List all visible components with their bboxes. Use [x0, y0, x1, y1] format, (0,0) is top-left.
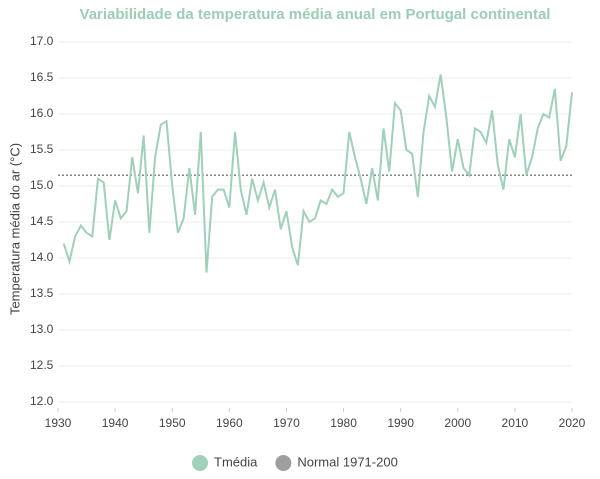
x-tick-label: 1960	[216, 416, 243, 430]
x-tick-label: 1930	[45, 416, 72, 430]
y-tick-label: 15.0	[30, 178, 54, 192]
legend-label: Tmédia	[214, 454, 258, 469]
x-tick-label: 2000	[444, 416, 471, 430]
x-tick-label: 1990	[387, 416, 414, 430]
y-tick-label: 12.0	[30, 394, 54, 408]
x-tick-label: 2010	[502, 416, 529, 430]
y-tick-label: 16.5	[30, 70, 54, 84]
legend-swatch	[275, 455, 292, 471]
legend-label: Normal 1971-200	[297, 454, 397, 469]
y-tick-label: 13.5	[30, 286, 54, 300]
x-tick-label: 1940	[102, 416, 129, 430]
x-tick-label: 2020	[559, 416, 586, 430]
y-tick-label: 14.5	[30, 214, 54, 228]
chart-title: Variabilidade da temperatura média anual…	[80, 6, 551, 23]
y-tick-label: 13.0	[30, 322, 54, 336]
y-axis-label: Temperatura média do ar (°C)	[7, 143, 22, 315]
y-tick-label: 15.5	[30, 142, 54, 156]
data-line	[62, 74, 573, 273]
x-tick-label: 1980	[330, 416, 357, 430]
x-tick-label: 1970	[273, 416, 300, 430]
legend-swatch	[192, 455, 208, 471]
y-tick-label: 17.0	[30, 34, 54, 48]
y-tick-label: 14.0	[30, 250, 54, 264]
y-tick-label: 16.0	[30, 106, 54, 120]
y-tick-label: 12.5	[30, 358, 54, 372]
x-tick-label: 1950	[159, 416, 186, 430]
